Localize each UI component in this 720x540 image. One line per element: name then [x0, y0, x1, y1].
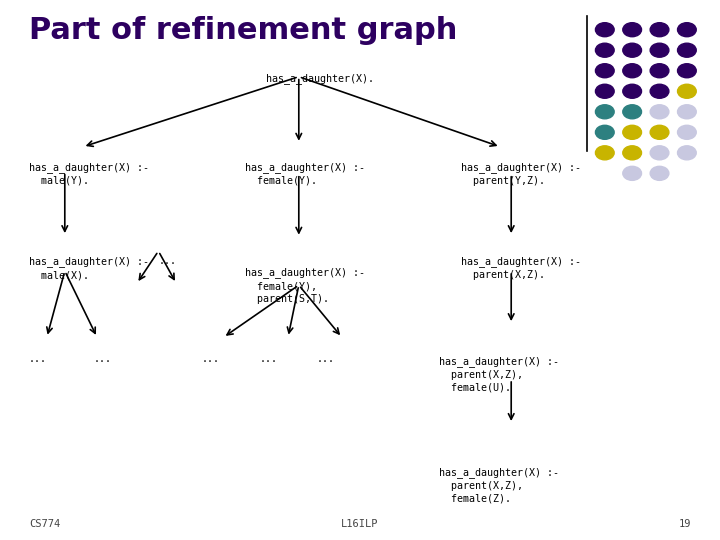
Circle shape — [623, 43, 642, 57]
Circle shape — [678, 84, 696, 98]
Circle shape — [650, 146, 669, 160]
Text: has_a_daughter(X) :-
  male(X).: has_a_daughter(X) :- male(X). — [29, 256, 149, 280]
Text: L16ILP: L16ILP — [341, 519, 379, 529]
Circle shape — [623, 146, 642, 160]
Text: has_a_daughter(X).: has_a_daughter(X). — [266, 73, 374, 84]
Circle shape — [650, 23, 669, 37]
Circle shape — [623, 64, 642, 78]
Circle shape — [650, 84, 669, 98]
Text: ...: ... — [29, 354, 47, 364]
Text: has_a_daughter(X) :-
  parent(X,Z),
  female(U).: has_a_daughter(X) :- parent(X,Z), female… — [439, 356, 559, 393]
Text: ...: ... — [317, 354, 335, 364]
Circle shape — [595, 64, 614, 78]
Text: has_a_daughter(X) :-
  parent(X,Z).: has_a_daughter(X) :- parent(X,Z). — [461, 256, 581, 280]
Circle shape — [623, 105, 642, 119]
Circle shape — [595, 43, 614, 57]
Text: 19: 19 — [679, 519, 691, 529]
Circle shape — [595, 23, 614, 37]
Circle shape — [595, 84, 614, 98]
Circle shape — [623, 84, 642, 98]
Circle shape — [595, 125, 614, 139]
Circle shape — [595, 146, 614, 160]
Text: ...: ... — [94, 354, 112, 364]
Circle shape — [678, 146, 696, 160]
Circle shape — [650, 166, 669, 180]
Text: ...: ... — [259, 354, 277, 364]
Circle shape — [623, 166, 642, 180]
Text: ...: ... — [202, 354, 220, 364]
Circle shape — [678, 64, 696, 78]
Text: has_a_daughter(X) :-
  parent(Y,Z).: has_a_daughter(X) :- parent(Y,Z). — [461, 162, 581, 186]
Circle shape — [678, 125, 696, 139]
Text: CS774: CS774 — [29, 519, 60, 529]
Circle shape — [623, 125, 642, 139]
Text: ...: ... — [158, 256, 176, 267]
Circle shape — [678, 23, 696, 37]
Circle shape — [650, 125, 669, 139]
Circle shape — [650, 105, 669, 119]
Text: has_a_daughter(X) :-
  male(Y).: has_a_daughter(X) :- male(Y). — [29, 162, 149, 186]
Text: has_a_daughter(X) :-
  parent(X,Z),
  female(Z).: has_a_daughter(X) :- parent(X,Z), female… — [439, 467, 559, 504]
Text: Part of refinement graph: Part of refinement graph — [29, 16, 457, 45]
Text: has_a_daughter(X) :-
  female(Y).: has_a_daughter(X) :- female(Y). — [245, 162, 365, 186]
Circle shape — [678, 105, 696, 119]
Text: has_a_daughter(X) :-
  female(Y),
  parent(S,T).: has_a_daughter(X) :- female(Y), parent(S… — [245, 267, 365, 304]
Circle shape — [650, 43, 669, 57]
Circle shape — [650, 64, 669, 78]
Circle shape — [623, 23, 642, 37]
Circle shape — [678, 43, 696, 57]
Circle shape — [595, 105, 614, 119]
